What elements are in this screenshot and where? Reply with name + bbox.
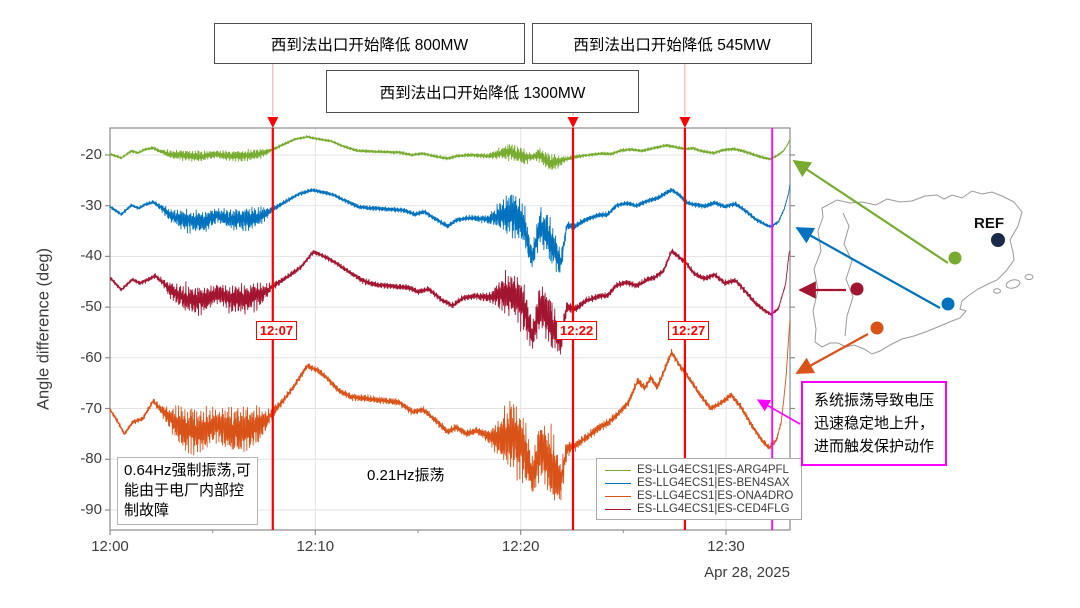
- mallorca-island: [1005, 279, 1021, 289]
- x-tick-label: 12:00: [91, 538, 129, 555]
- arrow-ona4dro: [795, 333, 869, 374]
- x-axis-date-label: Apr 28, 2025: [704, 564, 790, 581]
- legend-line-sample: [605, 469, 631, 471]
- iberia-map: REF: [812, 190, 1034, 355]
- y-tick-label: -80: [80, 450, 102, 468]
- legend-label: ES-LLG4ECS1|ES-ARG4PFL: [637, 464, 789, 476]
- event-arrow-down-icon: [679, 117, 691, 128]
- arrow-trip-note: [756, 399, 801, 425]
- x-tick-label: 12:20: [501, 538, 540, 555]
- y-tick-label: -90: [80, 500, 102, 518]
- arrow-ben4sax: [795, 227, 941, 309]
- y-tick-label: -20: [80, 146, 102, 163]
- y-tick-label: -70: [80, 399, 102, 417]
- legend-row: ES-LLG4ECS1|ES-ONA4DRO: [605, 490, 793, 502]
- legend-row: ES-LLG4ECS1|ES-CED4FLG: [605, 503, 793, 515]
- iberia-coastline: [812, 190, 1023, 355]
- station-dot-ARG4PFL: [948, 251, 962, 265]
- note-protection-trip: 系统振荡导致电压 迅速稳定地上升， 进而触发保护动作: [801, 381, 948, 466]
- ref-station-label: REF: [974, 215, 1004, 232]
- station-dot-REF: [991, 233, 1005, 247]
- station-dot-CED4FLG: [850, 282, 864, 296]
- callout-export-reduction-1300mw: 西到法出口开始降低 1300MW: [326, 70, 639, 113]
- ibiza-island: [993, 288, 1001, 294]
- legend-label: ES-LLG4ECS1|ES-CED4FLG: [637, 503, 790, 515]
- legend-line-sample: [605, 508, 631, 510]
- y-tick-label: -40: [80, 247, 102, 265]
- arrow-arg4pfl: [792, 160, 949, 264]
- station-dot-ONA4DRO: [870, 321, 884, 335]
- x-tick-label: 12:10: [296, 538, 335, 555]
- event-arrow-down-icon: [567, 117, 579, 128]
- x-tick-label: 12:30: [707, 538, 745, 555]
- y-tick-label: -60: [80, 348, 102, 366]
- y-axis-title: Angle difference (deg): [34, 247, 53, 411]
- station-dot-BEN4SAX: [941, 297, 955, 311]
- event-time-label: 12:22: [556, 321, 598, 340]
- legend-row: ES-LLG4ECS1|ES-ARG4PFL: [605, 464, 793, 476]
- event-arrow-down-icon: [267, 117, 279, 128]
- legend-label: ES-LLG4ECS1|ES-ONA4DRO: [637, 490, 794, 502]
- series-curve-ES-ARG4PFL: [109, 134, 791, 170]
- menorca-island: [1024, 274, 1034, 280]
- callout-export-reduction-545mw: 西到法出口开始降低 545MW: [532, 23, 812, 64]
- y-tick-label: -30: [80, 196, 102, 214]
- annotation-forced-oscillation-064hz: 0.64Hz强制振荡,可 能由于电厂内部控 制故障: [117, 457, 258, 525]
- legend-line-sample: [605, 482, 631, 484]
- event-time-label: 12:27: [667, 321, 710, 340]
- series-curve-ES-BEN4SAX: [109, 184, 791, 273]
- legend-line-sample: [605, 495, 631, 497]
- chart-legend: ES-LLG4ECS1|ES-ARG4PFL ES-LLG4ECS1|ES-BEN…: [596, 458, 803, 520]
- legend-label: ES-LLG4ECS1|ES-BEN4SAX: [637, 477, 790, 489]
- portugal-spain-border: [842, 212, 854, 337]
- legend-row: ES-LLG4ECS1|ES-BEN4SAX: [605, 477, 793, 489]
- event-time-label: 12:07: [255, 321, 298, 340]
- callout-export-reduction-800mw: 西到法出口开始降低 800MW: [214, 23, 525, 64]
- annotation-oscillation-021hz: 0.21Hz振荡: [367, 466, 445, 486]
- y-tick-label: -50: [80, 298, 102, 316]
